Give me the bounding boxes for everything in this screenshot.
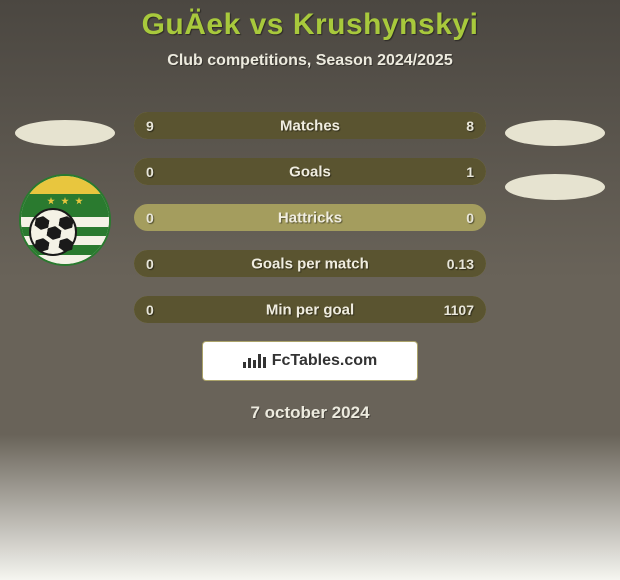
stat-row: 0 1 Goals [134, 158, 486, 185]
soccer-ball-icon [29, 208, 77, 256]
stat-label: Goals per match [251, 255, 369, 272]
player-left-placeholder [15, 120, 115, 146]
comparison-card: GuÄek vs Krushynskyi Club competitions, … [0, 0, 620, 580]
player-right-placeholder [505, 120, 605, 146]
stat-value-left: 0 [146, 210, 154, 226]
stat-value-right: 8 [466, 118, 474, 134]
stat-label: Hattricks [278, 209, 342, 226]
club-right-placeholder [505, 174, 605, 200]
stat-value-right: 0.13 [447, 256, 474, 272]
stat-value-left: 0 [146, 256, 154, 272]
stat-row: 0 1107 Min per goal [134, 296, 486, 323]
stat-row: 9 8 Matches [134, 112, 486, 139]
bar-fill-right [321, 112, 486, 139]
stat-value-right: 0 [466, 210, 474, 226]
main-row: 9 8 Matches 0 1 Goals 0 0 Hattricks 0 0.13 Goals pe… [0, 112, 620, 323]
stat-value-left: 0 [146, 302, 154, 318]
stat-value-right: 1107 [444, 302, 474, 318]
stats-bars: 9 8 Matches 0 1 Goals 0 0 Hattricks 0 0.13 Goals pe… [120, 112, 500, 323]
stat-value-left: 9 [146, 118, 154, 134]
stat-row: 0 0.13 Goals per match [134, 250, 486, 277]
logo-top-band [21, 176, 109, 194]
chart-icon [243, 354, 266, 368]
date: 7 october 2024 [0, 403, 620, 423]
left-side [10, 112, 120, 266]
stat-row: 0 0 Hattricks [134, 204, 486, 231]
page-title: GuÄek vs Krushynskyi [0, 8, 620, 42]
brand-box[interactable]: FcTables.com [202, 341, 418, 381]
stat-value-left: 0 [146, 164, 154, 180]
stat-label: Matches [280, 117, 340, 134]
stat-label: Goals [289, 163, 331, 180]
right-side [500, 112, 610, 200]
brand-text: FcTables.com [272, 352, 378, 370]
subtitle: Club competitions, Season 2024/2025 [0, 52, 620, 70]
club-logo-left [19, 174, 111, 266]
logo-star-band [21, 194, 109, 208]
stat-value-right: 1 [466, 164, 474, 180]
stat-label: Min per goal [266, 301, 354, 318]
